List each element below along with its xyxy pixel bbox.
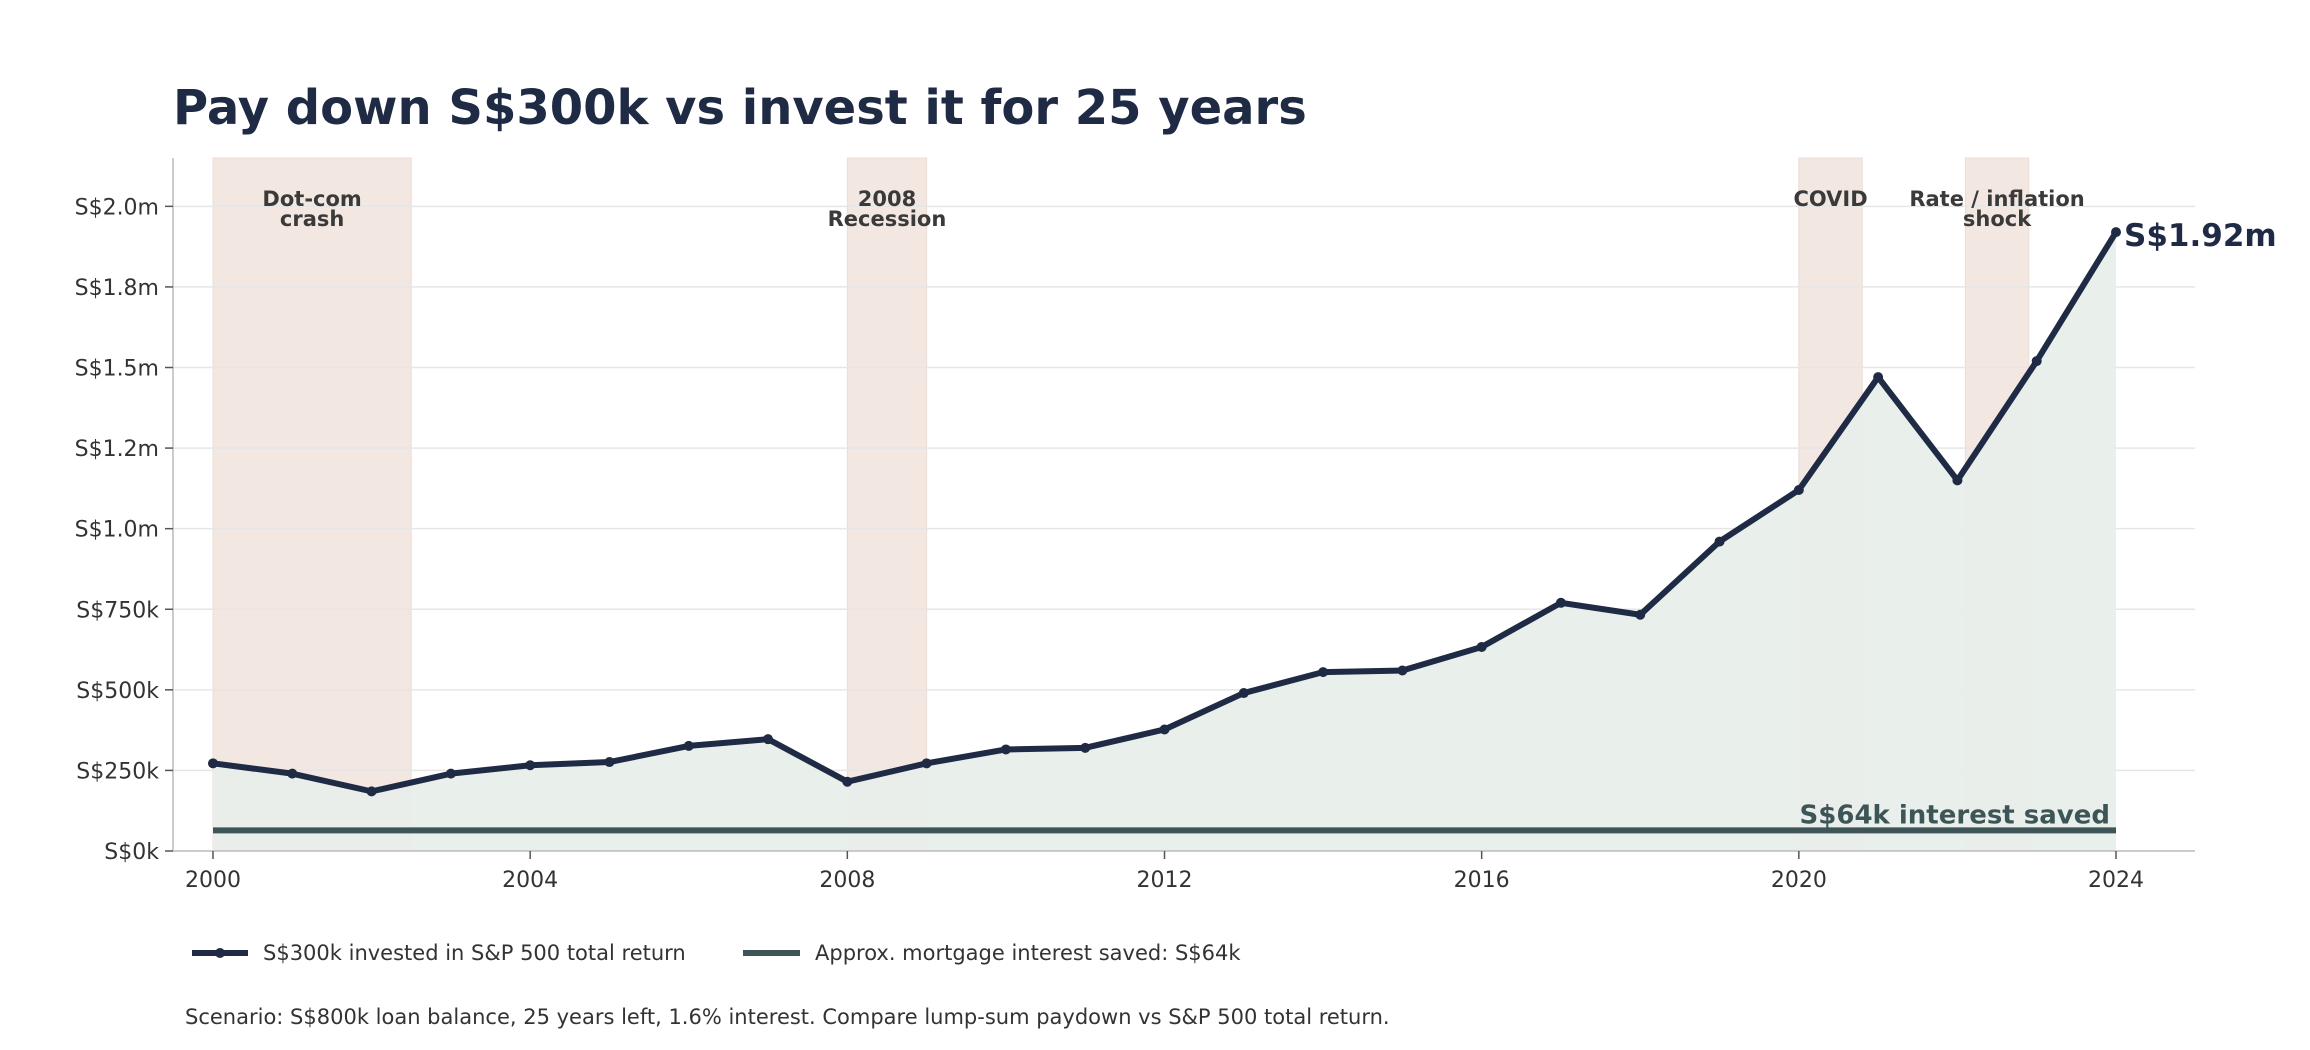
axes (172, 158, 2195, 852)
y-tick-label-1: S$250k (76, 759, 159, 784)
investment-point-2024 (2111, 227, 2121, 238)
investment-area-fill (213, 232, 2116, 851)
investment-point-2020 (1793, 484, 1804, 495)
investment-point-2010 (1000, 744, 1011, 755)
investment-point-2018 (1635, 609, 1646, 620)
x-tick-label-3: 2012 (1137, 868, 1193, 893)
y-tick-label-0: S$0k (104, 840, 159, 865)
end-value-label: S$1.92m (2124, 218, 2277, 254)
y-tick-label-8: S$2.0m (75, 195, 159, 220)
investment-point-2016 (1476, 641, 1487, 652)
shaded-period-label-0-0: Dot-com (262, 187, 361, 211)
x-tick-label-2: 2008 (819, 868, 875, 893)
legend-marker-investment (215, 948, 225, 958)
investment-point-2022 (1952, 475, 1963, 486)
shaded-period-label-1-0: 2008 (858, 187, 916, 211)
y-tick-label-6: S$1.5m (75, 357, 159, 382)
y-tick-label-7: S$1.8m (75, 276, 159, 301)
x-tick-label-1: 2004 (502, 868, 558, 893)
investment-point-2003 (445, 768, 456, 779)
shaded-period-label-2-0: COVID (1793, 187, 1867, 211)
series (208, 227, 2121, 834)
caption: Scenario: S$800k loan balance, 25 years … (185, 1005, 1390, 1029)
shaded-period-label-3-0: Rate / inflation (1909, 187, 2084, 211)
investment-area (213, 232, 2116, 851)
shaded-period-label-3-1: shock (1963, 207, 2032, 231)
investment-point-2007 (763, 734, 774, 745)
investment-point-2011 (1080, 742, 1091, 753)
legend: S$300k invested in S&P 500 total return … (192, 941, 1241, 965)
investment-point-2008 (842, 776, 853, 787)
y-tick-label-5: S$1.2m (75, 437, 159, 462)
interest-saved-label: S$64k interest saved (1800, 800, 2110, 830)
investment-point-2009 (921, 758, 932, 769)
investment-point-2014 (1318, 667, 1329, 678)
investment-point-2019 (1714, 536, 1725, 547)
investment-point-2002 (366, 786, 377, 797)
investment-point-2006 (683, 740, 694, 751)
x-tick-label-4: 2016 (1454, 868, 1510, 893)
investment-point-2023 (2031, 356, 2042, 367)
tick-labels: S$0k S$250k S$500k S$750k S$1.0m S$1.2m S$1.5m… (75, 195, 2144, 893)
investment-point-2001 (287, 768, 298, 779)
investment-point-2004 (525, 760, 536, 771)
investment-point-2021 (1873, 372, 1884, 383)
x-tick-label-0: 2000 (185, 868, 241, 893)
chart-title: Pay down S$300k vs invest it for 25 year… (173, 80, 1307, 136)
investment-point-2017 (1555, 597, 1566, 608)
legend-label-interest: Approx. mortgage interest saved: S$64k (815, 941, 1241, 965)
legend-label-investment: S$300k invested in S&P 500 total return (263, 941, 686, 965)
shaded-period-0 (212, 157, 412, 852)
x-tick-label-6: 2024 (2088, 868, 2144, 893)
investment-point-2000 (208, 758, 218, 769)
shaded-period-label-0-1: crash (280, 207, 344, 231)
y-tick-label-4: S$1.0m (75, 518, 159, 543)
shaded-period-1 (846, 157, 928, 852)
investment-point-2005 (604, 757, 615, 768)
investment-point-2012 (1159, 724, 1170, 735)
y-tick-label-3: S$750k (76, 598, 159, 623)
y-tick-label-2: S$500k (76, 679, 159, 704)
x-tick-label-5: 2020 (1771, 868, 1827, 893)
shaded-period-label-1-1: Recession (828, 207, 947, 231)
investment-point-2015 (1397, 665, 1408, 676)
investment-point-2013 (1238, 688, 1249, 699)
